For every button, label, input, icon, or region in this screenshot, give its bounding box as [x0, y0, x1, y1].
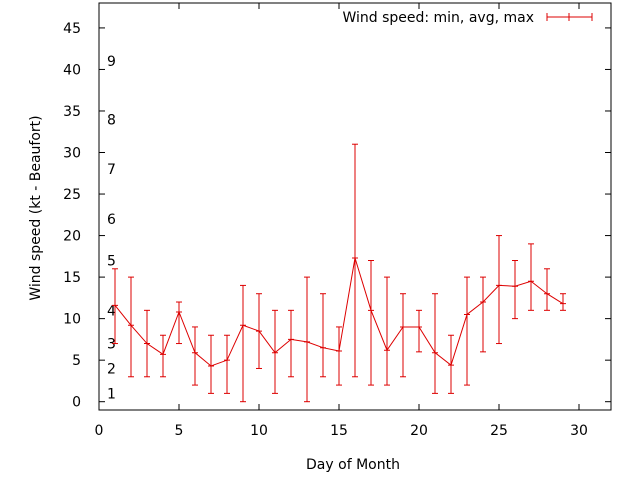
avg-point — [144, 340, 150, 347]
avg-point — [288, 336, 294, 343]
avg-point — [544, 290, 550, 297]
avg-point — [368, 307, 374, 314]
avg-point — [160, 351, 166, 358]
beaufort-label: 3 — [107, 337, 116, 353]
x-axis-label: Day of Month — [306, 457, 400, 473]
y-tick-label: 15 — [63, 270, 81, 286]
legend: Wind speed: min, avg, max — [342, 10, 593, 26]
x-tick-label: 10 — [250, 423, 268, 439]
avg-point — [128, 322, 134, 329]
beaufort-label: 1 — [107, 386, 116, 402]
beaufort-label: 5 — [107, 253, 116, 269]
x-tick-labels: 0 5 10 15 20 25 30 — [95, 423, 588, 439]
beaufort-label: 7 — [107, 162, 116, 178]
y-tick-labels: 0 5 10 15 20 25 30 35 40 45 — [63, 21, 81, 411]
avg-point — [496, 282, 502, 289]
avg-point — [528, 278, 534, 285]
y-tick-label: 25 — [63, 187, 81, 203]
avg-point — [480, 299, 486, 306]
avg-point — [320, 344, 326, 351]
avg-point — [176, 308, 182, 315]
avg-point — [224, 357, 230, 364]
avg-point — [304, 338, 310, 345]
beaufort-label: 6 — [107, 212, 116, 228]
avg-point — [384, 347, 390, 354]
avg-point — [272, 349, 278, 356]
beaufort-scale-labels: 1 2 3 4 5 6 7 8 9 — [107, 54, 116, 402]
x-tick-label: 15 — [330, 423, 348, 439]
avg-points — [112, 254, 566, 369]
avg-point — [464, 311, 470, 318]
x-tick-label: 20 — [410, 423, 428, 439]
avg-point — [192, 349, 198, 356]
avg-point — [352, 254, 358, 261]
avg-point — [256, 328, 262, 335]
avg-point — [112, 302, 118, 309]
avg-point — [400, 323, 406, 330]
avg-point — [448, 362, 454, 369]
x-tick-label: 0 — [95, 423, 104, 439]
y-tick-label: 0 — [72, 395, 81, 411]
y-tick-label: 20 — [63, 229, 81, 245]
beaufort-label: 9 — [107, 54, 116, 70]
x-tick-label: 5 — [175, 423, 184, 439]
x-tick-label: 30 — [570, 423, 588, 439]
y-tick-label: 5 — [72, 353, 81, 369]
y-tick-label: 40 — [63, 62, 81, 78]
beaufort-label: 2 — [107, 361, 116, 377]
beaufort-label: 8 — [107, 112, 116, 128]
beaufort-label: 4 — [107, 303, 116, 319]
y-tick-label: 35 — [63, 104, 81, 120]
x-tick-label: 25 — [490, 423, 508, 439]
avg-point — [512, 283, 518, 290]
avg-point — [240, 322, 246, 329]
y-axis-label: Wind speed (kt - Beaufort) — [28, 115, 44, 300]
y-tick-label: 45 — [63, 21, 81, 37]
avg-point — [560, 300, 566, 307]
y-tick-label: 10 — [63, 312, 81, 328]
legend-label: Wind speed: min, avg, max — [342, 10, 534, 26]
avg-point — [432, 349, 438, 356]
avg-point — [336, 348, 342, 355]
error-bars — [112, 143, 566, 403]
avg-point — [416, 323, 422, 330]
plot-frame — [98, 2, 612, 411]
avg-point — [208, 362, 214, 369]
y-tick-label: 30 — [63, 146, 81, 162]
axis-ticks — [98, 3, 611, 410]
